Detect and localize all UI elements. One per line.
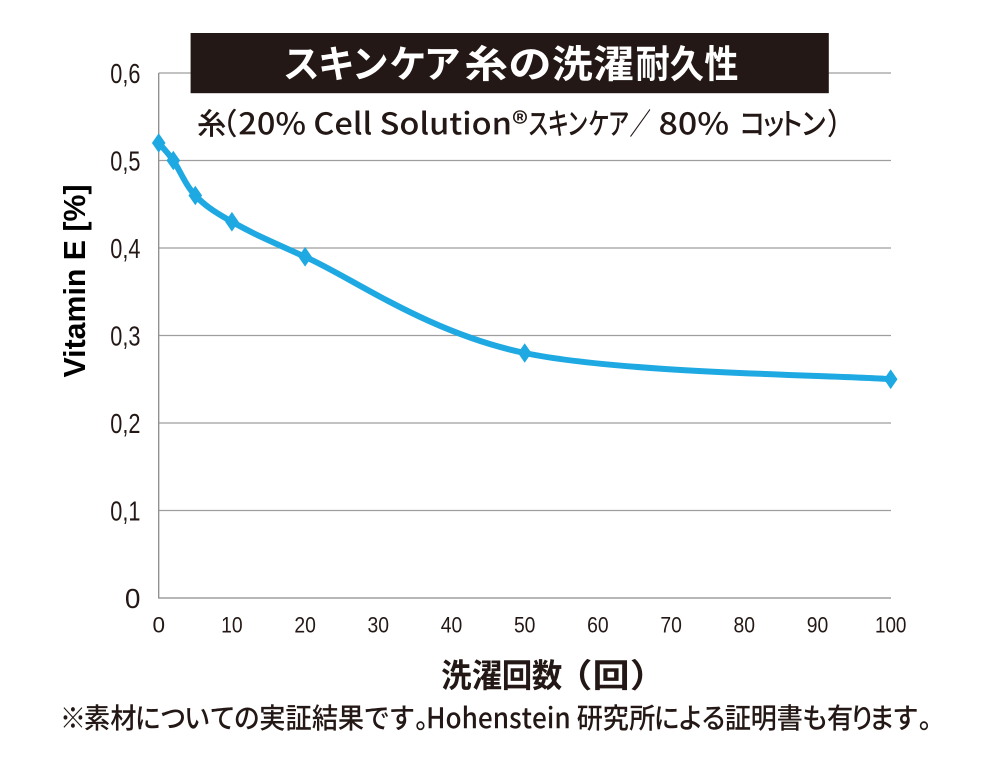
svg-text:0,1: 0,1 bbox=[110, 495, 140, 526]
svg-text:40: 40 bbox=[441, 613, 463, 638]
svg-text:0: 0 bbox=[152, 613, 165, 638]
svg-text:80: 80 bbox=[734, 613, 756, 638]
svg-text:0: 0 bbox=[125, 583, 141, 614]
svg-text:0,3: 0,3 bbox=[110, 320, 140, 351]
svg-text:90: 90 bbox=[807, 613, 829, 638]
svg-text:60: 60 bbox=[587, 613, 609, 638]
svg-text:0,4: 0,4 bbox=[110, 233, 140, 264]
svg-text:0,6: 0,6 bbox=[110, 58, 140, 89]
svg-text:100: 100 bbox=[875, 613, 907, 638]
svg-text:20: 20 bbox=[294, 613, 316, 638]
svg-text:0,2: 0,2 bbox=[110, 408, 140, 439]
svg-text:30: 30 bbox=[368, 613, 390, 638]
svg-text:50: 50 bbox=[514, 613, 536, 638]
svg-text:Vitamin E [%]: Vitamin E [%] bbox=[59, 184, 92, 377]
svg-text:70: 70 bbox=[660, 613, 682, 638]
svg-text:10: 10 bbox=[221, 613, 243, 638]
svg-text:0,5: 0,5 bbox=[110, 145, 140, 176]
